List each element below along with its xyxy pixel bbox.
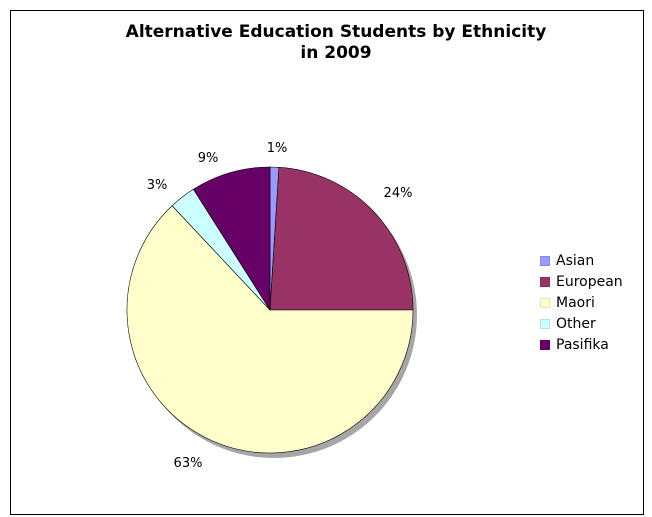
legend-label-maori: Maori xyxy=(556,294,595,311)
legend-label-other: Other xyxy=(556,315,596,332)
legend-label-european: European xyxy=(556,273,623,290)
chart-title-line-2: in 2009 xyxy=(300,43,372,63)
pie-slice-european xyxy=(269,166,414,311)
slice-label-european: 24% xyxy=(384,186,413,201)
legend-item-other: Other xyxy=(540,313,623,334)
slice-label-maori: 63% xyxy=(174,456,203,471)
legend-item-asian: Asian xyxy=(540,250,623,271)
legend-swatch-other xyxy=(540,318,550,329)
legend-swatch-pasifika xyxy=(540,339,550,350)
slice-label-asian: 1% xyxy=(267,141,288,156)
pie-slice-maori xyxy=(126,205,414,454)
legend-swatch-asian xyxy=(540,255,550,266)
slice-label-other: 3% xyxy=(147,178,168,193)
chart-title-line-1: Alternative Education Students by Ethnic… xyxy=(125,22,547,42)
legend-item-european: European xyxy=(540,271,623,292)
legend-swatch-maori xyxy=(540,297,550,308)
slice-label-pasifika: 9% xyxy=(198,151,219,166)
legend-swatch-european xyxy=(540,276,550,287)
legend-label-pasifika: Pasifika xyxy=(556,336,609,353)
legend-item-pasifika: Pasifika xyxy=(540,334,623,355)
legend-item-maori: Maori xyxy=(540,292,623,313)
legend-label-asian: Asian xyxy=(556,252,595,269)
chart-title: Alternative Education Students by Ethnic… xyxy=(0,22,652,64)
legend: Asian European Maori Other Pasifika xyxy=(540,250,623,355)
pie-slice-pasifika xyxy=(192,166,271,312)
